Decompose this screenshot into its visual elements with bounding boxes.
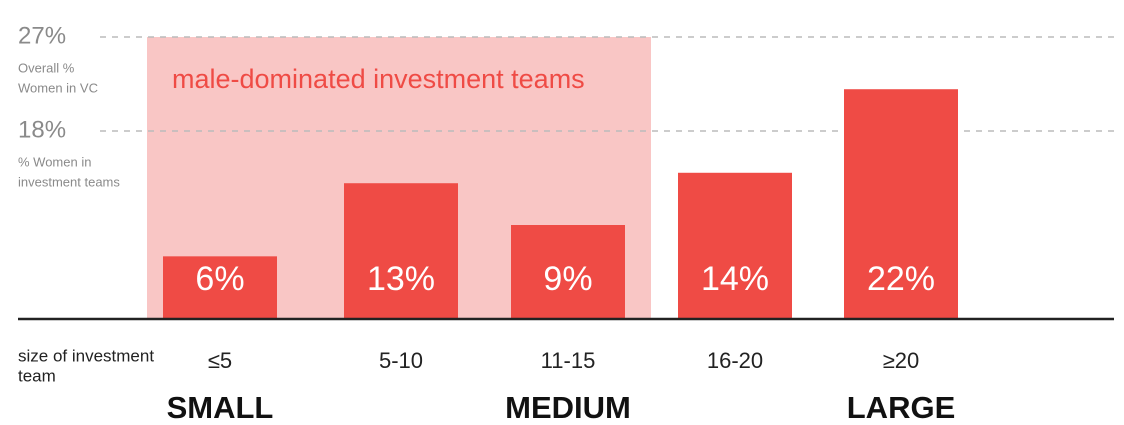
y-tick-note: Overall % <box>18 60 75 75</box>
group-label: SMALL <box>167 390 274 425</box>
x-tick-label: 5-10 <box>379 348 423 373</box>
y-tick-label: 18% <box>18 116 66 143</box>
y-tick-note: Women in VC <box>18 80 98 95</box>
bar <box>678 172 792 319</box>
bar <box>844 89 958 319</box>
x-tick-label: ≥20 <box>883 348 920 373</box>
group-label: MEDIUM <box>505 390 631 425</box>
value-label: 6% <box>195 260 244 298</box>
value-label: 13% <box>367 260 435 298</box>
bar <box>511 225 625 319</box>
x-axis-label: team <box>18 366 56 385</box>
value-label: 14% <box>701 260 769 298</box>
bar <box>163 256 277 319</box>
x-tick-label: 11-15 <box>541 348 596 373</box>
y-tick-note: % Women in <box>18 154 91 169</box>
bar <box>344 183 458 319</box>
value-label: 9% <box>543 260 592 298</box>
x-tick-label: 16-20 <box>707 348 763 373</box>
y-tick-label: 27% <box>18 22 66 49</box>
x-axis-label: size of investment <box>18 346 154 365</box>
group-label: LARGE <box>847 390 956 425</box>
y-tick-note: investment teams <box>18 174 120 189</box>
highlight-label: male-dominated investment teams <box>172 64 585 94</box>
x-tick-label: ≤5 <box>208 348 232 373</box>
value-label: 22% <box>867 260 935 298</box>
